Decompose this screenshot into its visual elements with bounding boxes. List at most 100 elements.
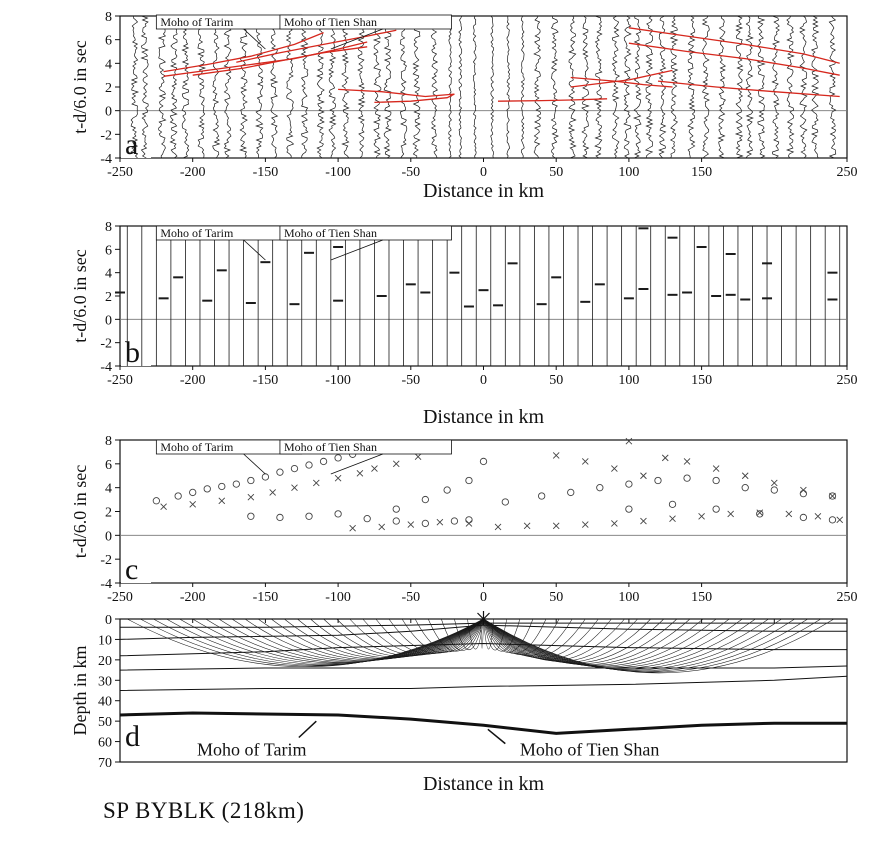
ray-path [483, 618, 521, 652]
x-tick-label: -200 [180, 373, 206, 388]
callout-pointer [243, 28, 266, 50]
seismic-trace [771, 15, 781, 159]
seismic-trace [520, 15, 525, 159]
observed-point [421, 519, 429, 528]
observed-point [189, 488, 197, 497]
observed-point [261, 473, 270, 481]
y-axis-label: t-d/6.0 in sec [70, 465, 90, 558]
callout-moho-tarim: Moho of Tarim [160, 15, 234, 29]
seismic-trace [448, 15, 452, 159]
y-tick-label: 20 [98, 654, 112, 669]
calculated-point [741, 472, 749, 480]
y-tick-label: 6 [105, 243, 112, 258]
y-tick-label: 4 [105, 482, 112, 497]
seismic-trace [223, 15, 232, 159]
moho-tarim-label: Moho of Tarim [197, 740, 306, 760]
callout-moho-tarim: Moho of Tarim [160, 226, 234, 240]
x-tick-label: 150 [691, 590, 712, 605]
x-tick-label: 150 [691, 373, 712, 388]
seismic-trace [157, 15, 167, 159]
observed-point [654, 476, 662, 485]
observed-point [319, 457, 328, 466]
ray-path [441, 618, 484, 651]
observed-point [828, 516, 837, 524]
calculated-point [371, 465, 378, 472]
calculated-point [189, 501, 197, 508]
seismic-trace [550, 15, 560, 159]
ray-path [454, 618, 484, 651]
calculated-point [218, 497, 226, 505]
calculated-point [407, 521, 415, 528]
y-tick-label: -2 [100, 337, 112, 352]
calculated-point [770, 479, 778, 487]
calculated-point [611, 465, 618, 472]
y-tick-label: 10 [98, 633, 112, 648]
seismic-trace [785, 15, 795, 159]
x-tick-label: -200 [180, 165, 206, 180]
seismic-trace [717, 15, 727, 159]
observed-point [625, 505, 633, 513]
observed-point [450, 517, 459, 525]
callout-pointer [330, 239, 384, 261]
ray-path [244, 618, 484, 661]
observed-point [799, 513, 808, 522]
x-tick-label: -150 [253, 590, 279, 605]
seismic-trace [196, 15, 207, 159]
ray-path [284, 618, 484, 659]
calculated-point [640, 517, 647, 525]
seismic-trace [372, 15, 382, 159]
seismic-trace [581, 15, 590, 159]
seismic-trace [611, 15, 621, 159]
seismic-trace [828, 15, 837, 159]
ray-path [166, 618, 484, 665]
callout-pointer [243, 239, 266, 261]
ray-path [205, 618, 484, 663]
ray-path [375, 618, 484, 654]
y-tick-label: 6 [105, 34, 112, 49]
observed-point [479, 457, 488, 466]
observed-point [538, 492, 546, 500]
y-tick-label: 2 [105, 506, 112, 521]
ray-path [483, 618, 573, 656]
calculated-point [494, 523, 502, 531]
observed-point [290, 464, 299, 473]
ray-path [483, 618, 743, 669]
ray-path [401, 618, 484, 653]
seismic-trace [810, 15, 820, 159]
ray-path [483, 618, 769, 670]
seismic-trace [255, 15, 264, 159]
x-tick-label: -200 [180, 590, 206, 605]
panel-letter: b [125, 336, 140, 369]
seismic-trace [506, 15, 511, 159]
y-tick-label: 0 [105, 613, 112, 628]
calculated-point [683, 458, 691, 465]
observed-point [334, 454, 342, 462]
observed-point [625, 480, 633, 488]
series-line [119, 711, 847, 735]
x-tick-label: -250 [107, 373, 133, 388]
calculated-point [756, 509, 764, 517]
x-tick-label: -100 [325, 373, 351, 388]
ray-path [231, 618, 484, 662]
seismic-trace [490, 15, 495, 159]
x-tick-label: 250 [837, 165, 858, 180]
y-axis-label: Depth in km [70, 646, 90, 736]
ray-path [127, 618, 484, 668]
series-line [570, 69, 673, 88]
panel-letter: c [125, 553, 138, 586]
calculated-point [669, 515, 676, 522]
callout-moho-tienshan: Moho of Tien Shan [284, 440, 377, 454]
y-tick-label: 4 [105, 57, 112, 72]
ray-path [336, 618, 484, 657]
observed-point [443, 486, 451, 494]
moho-tienshan-arrow [487, 728, 506, 745]
y-tick-label: 6 [105, 458, 112, 473]
x-tick-label: -50 [401, 373, 420, 388]
y-tick-label: 0 [105, 313, 112, 328]
calculated-point [247, 493, 255, 501]
x-tick-label: 50 [549, 590, 563, 605]
plot-frame [119, 15, 848, 159]
seismic-trace [567, 15, 577, 159]
ray-path [427, 618, 484, 652]
seismic-trace [687, 15, 696, 159]
